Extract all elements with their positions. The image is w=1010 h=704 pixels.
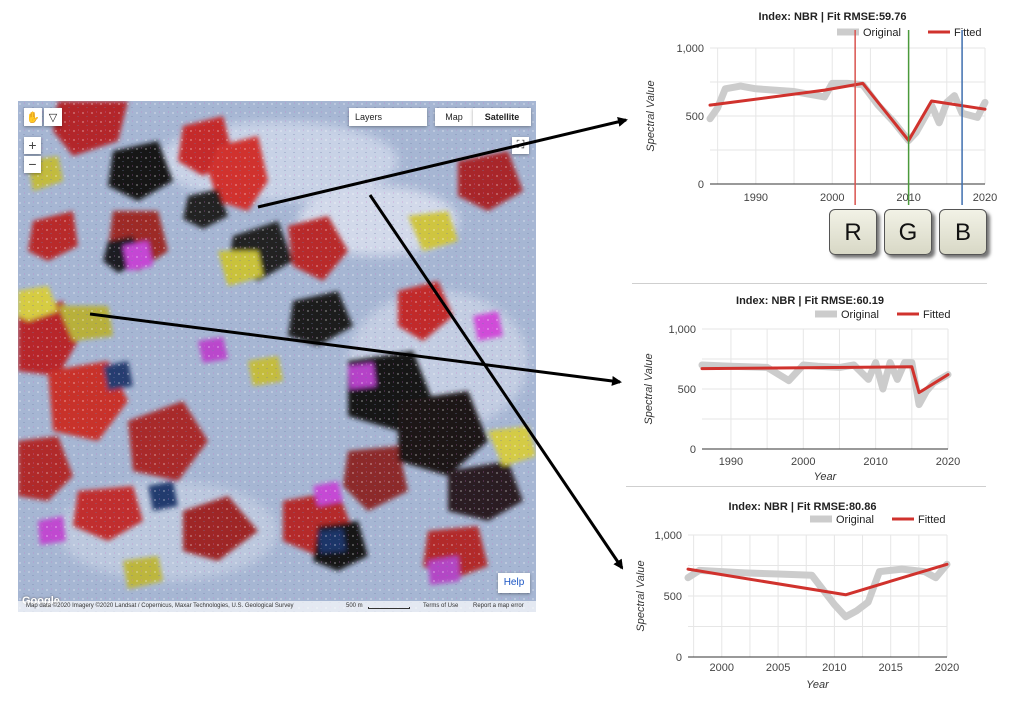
x-tick-label: 2015 <box>878 662 902 674</box>
chart-title: Index: NBR | Fit RMSE:60.19 <box>736 295 884 307</box>
series-line-fitted <box>686 562 949 597</box>
chart-separator <box>626 486 986 487</box>
series-line-original <box>706 79 989 144</box>
scale-label: 500 m <box>346 603 363 609</box>
map-type-satellite-button[interactable]: Satellite <box>473 108 531 126</box>
scale-bar <box>368 607 410 609</box>
x-tick-label: 2000 <box>791 456 815 468</box>
chart-separator <box>632 283 987 284</box>
series-line-fitted <box>708 81 987 142</box>
y-tick-label: 0 <box>676 652 682 664</box>
chart-nbr-2: 0 500 1,000 1990 2000 2010 2020 Index: NBR | Fi… <box>643 295 960 483</box>
rgb-button-b[interactable]: B <box>939 209 987 255</box>
legend-label-fitted: Fitted <box>918 514 946 526</box>
attribution-text: Map data ©2020 Imagery ©2020 Landsat / C… <box>26 603 294 609</box>
chart-title: Index: NBR | Fit RMSE:59.76 <box>759 11 907 23</box>
zoom-out-button[interactable]: − <box>24 156 41 173</box>
chart-nbr-3: 0 500 1,000 2000 2005 2010 2015 2020 Index: NBR … <box>635 501 959 691</box>
x-axis-label: Year <box>814 471 838 483</box>
help-button[interactable]: Help <box>498 573 530 593</box>
zoom-in-button[interactable]: + <box>24 137 41 154</box>
satellite-imagery[interactable] <box>18 101 536 612</box>
terms-link[interactable]: Terms of Use <box>423 603 459 609</box>
report-error-link[interactable]: Report a map error <box>473 603 524 609</box>
y-axis-label: Spectral Value <box>645 80 657 151</box>
rgb-button-g[interactable]: G <box>884 209 932 255</box>
x-axis-label: Year <box>806 679 830 691</box>
y-tick-label: 500 <box>664 591 682 603</box>
x-tick-label: 2010 <box>822 662 846 674</box>
x-tick-label: 2010 <box>863 456 887 468</box>
y-tick-label: 0 <box>690 444 696 456</box>
x-tick-label: 2005 <box>766 662 790 674</box>
x-tick-label: 2020 <box>973 192 997 204</box>
y-tick-label: 0 <box>698 179 704 191</box>
y-axis-label: Spectral Value <box>643 353 655 424</box>
legend-label-original: Original <box>863 27 901 39</box>
y-axis-label: Spectral Value <box>635 560 647 631</box>
y-tick-label: 1,000 <box>654 530 682 542</box>
map-attribution-bar: Map data ©2020 Imagery ©2020 Landsat / C… <box>18 601 536 612</box>
hand-tool-icon[interactable]: ✋ <box>24 108 42 126</box>
chart-title: Index: NBR | Fit RMSE:80.86 <box>729 501 877 513</box>
y-tick-label: 500 <box>678 384 696 396</box>
legend-label-fitted: Fitted <box>954 27 982 39</box>
y-tick-label: 1,000 <box>668 324 696 336</box>
legend-label-original: Original <box>841 309 879 321</box>
x-tick-label: 2020 <box>935 662 959 674</box>
y-tick-label: 500 <box>686 111 704 123</box>
legend-label-original: Original <box>836 514 874 526</box>
draw-shape-icon[interactable]: ▽ <box>44 108 62 126</box>
series-line-original <box>698 359 952 409</box>
satellite-map[interactable]: ✋ ▽ Layers Map Satellite + − ⛶ Help Goog… <box>18 101 536 612</box>
series-line-original <box>684 560 951 621</box>
x-tick-label: 2000 <box>710 662 734 674</box>
rgb-button-r[interactable]: R <box>829 209 877 255</box>
map-type-map-button[interactable]: Map <box>435 108 473 126</box>
series-line-fitted <box>700 365 950 395</box>
layers-dropdown[interactable]: Layers <box>349 108 427 126</box>
fullscreen-icon[interactable]: ⛶ <box>512 137 529 154</box>
y-tick-label: 1,000 <box>676 43 704 55</box>
x-tick-label: 1990 <box>744 192 768 204</box>
x-tick-label: 1990 <box>719 456 743 468</box>
x-tick-label: 2020 <box>936 456 960 468</box>
legend-label-fitted: Fitted <box>923 309 951 321</box>
x-tick-label: 2000 <box>820 192 844 204</box>
